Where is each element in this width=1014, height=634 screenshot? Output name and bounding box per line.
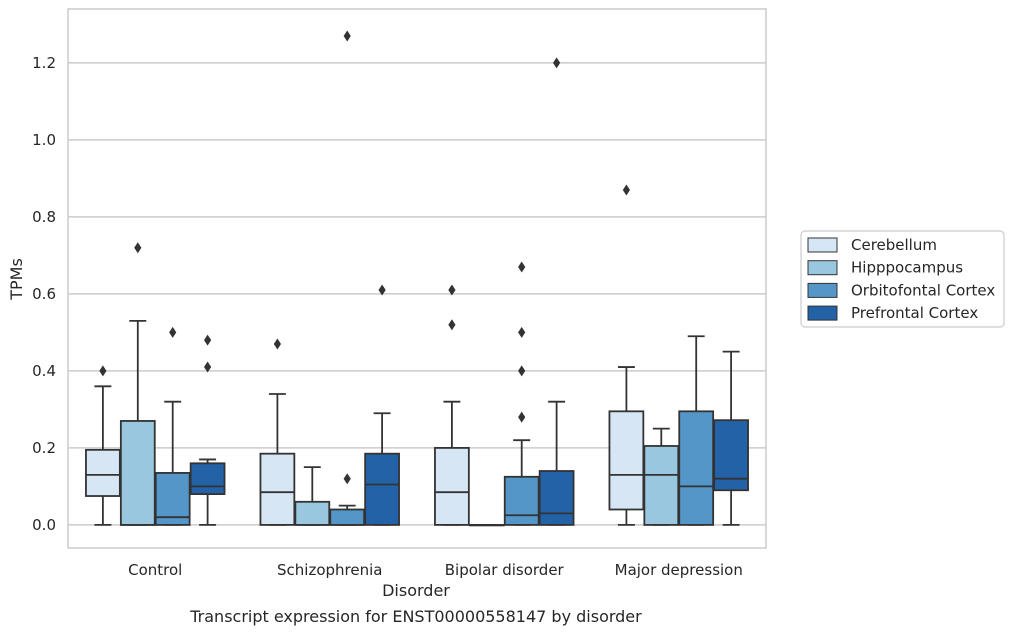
legend-swatch [807,305,838,321]
x-tick-label: Bipolar disorder [445,561,565,579]
box-hipppocampus [468,524,505,527]
box-iqr [259,452,296,526]
box-orbitofontal-cortex [503,261,540,526]
legend-swatch [807,260,838,276]
box-hipppocampus [119,242,156,526]
legend-label: Orbitofontal Cortex [851,281,995,299]
box-iqr [643,445,680,526]
box-hipppocampus [643,427,680,526]
outlier-point [378,284,386,296]
outlier-point [343,473,351,485]
box-orbitofontal-cortex [154,326,191,526]
outlier-point [518,411,526,423]
outlier-point [448,319,456,331]
y-tick-label: 1.2 [32,54,56,72]
outlier-point [273,338,281,350]
legend-frame [800,230,1005,328]
outlier-point [518,326,526,338]
x-tick-label: Major depression [615,561,743,579]
outlier-point [553,57,561,69]
box-iqr [329,508,366,526]
outlier-point [343,30,351,42]
plot-area [85,30,749,527]
x-axis-ticks: Control Schizophrenia Bipolar disorder Majo… [128,561,743,579]
box-cerebellum [608,184,645,526]
legend-label: Hipppocampus [851,259,963,277]
box-cerebellum [259,338,296,526]
box-prefrontal-cortex [189,334,226,526]
x-tick-label: Control [128,561,182,579]
legend-label: Prefrontal Cortex [851,304,978,322]
y-axis-title: TPMs [7,258,26,301]
box-iqr [364,452,400,526]
legend-swatch [807,282,838,298]
box-iqr [608,410,645,511]
legend: Cerebellum Hipppocampus Orbitofontal Corte… [800,230,1005,328]
box-cerebellum [85,365,121,526]
outlier-point [518,365,526,377]
outlier-point [99,365,107,377]
box-iqr [189,462,226,495]
box-iqr [678,410,715,526]
box-iqr [434,446,470,526]
box-orbitofontal-cortex [329,30,366,526]
grid-lines [68,62,766,526]
y-tick-label: 0.4 [32,362,56,380]
box-prefrontal-cortex [713,350,749,526]
y-tick-label: 0.6 [32,285,56,303]
y-axis-ticks: 0.0 0.2 0.4 0.6 0.8 1.0 1.2 [32,54,56,534]
legend-label: Cerebellum [851,236,937,254]
figure-caption: Transcript expression for ENST0000055814… [189,607,642,626]
y-tick-label: 0.8 [32,208,56,226]
x-tick-label: Schizophrenia [277,561,382,579]
box-prefrontal-cortex [364,284,400,526]
box-iqr [294,500,331,526]
outlier-point [169,326,177,338]
box-cerebellum [434,284,470,526]
box-iqr [85,448,121,497]
y-tick-label: 0.0 [32,516,56,534]
legend-swatch [807,237,838,253]
box-prefrontal-cortex [538,57,575,526]
outlier-point [134,242,142,254]
plot-frame [67,8,767,549]
box-iqr [503,475,540,526]
box-hipppocampus [294,466,331,526]
y-tick-label: 0.2 [32,439,56,457]
box-iqr [713,419,749,492]
outlier-point [204,361,212,373]
outlier-point [518,261,526,273]
x-axis-title: Disorder [382,581,450,600]
box-iqr [119,420,156,526]
box-iqr [154,472,191,526]
y-tick-label: 1.0 [32,131,56,149]
box-iqr [538,470,575,526]
box-orbitofontal-cortex [678,335,715,526]
outlier-point [622,184,630,196]
outlier-point [448,284,456,296]
outlier-point [204,334,212,346]
